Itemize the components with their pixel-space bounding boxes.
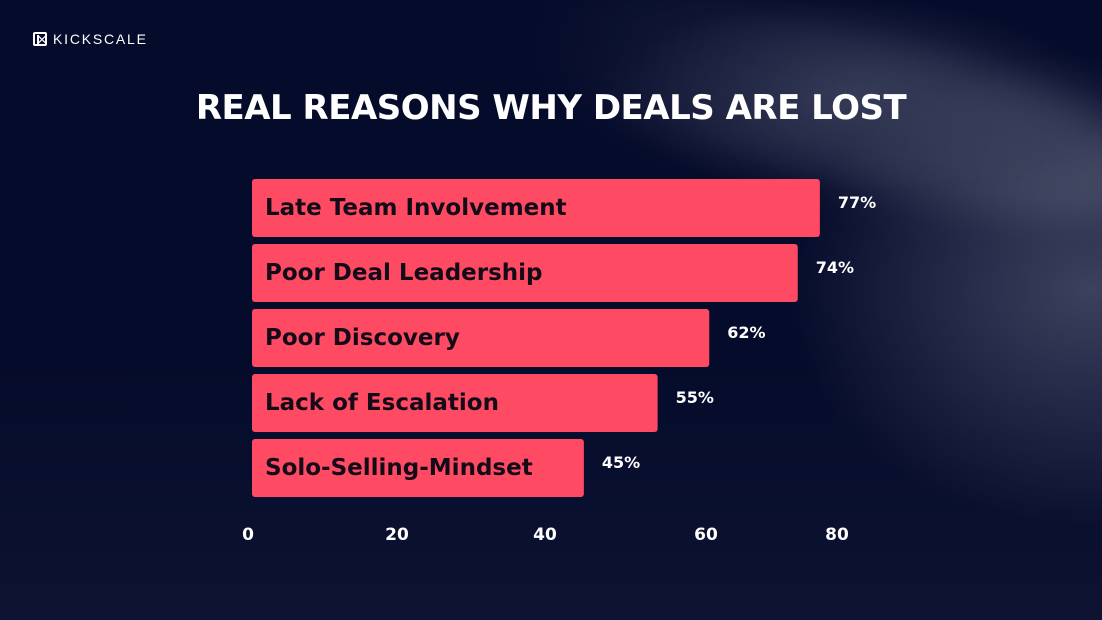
x-axis-tick-label: 20 (385, 525, 409, 545)
data-label: 55% (676, 388, 714, 407)
x-axis-tick-label: 80 (825, 525, 849, 545)
data-label: 45% (602, 453, 640, 472)
bar-label: Lack of Escalation (265, 390, 499, 416)
bar-lack-of-escalation (252, 374, 658, 432)
bar-late-team-involvement (252, 179, 820, 237)
bar-label: Solo-Selling-Mindset (265, 455, 533, 481)
bar-label: Poor Discovery (265, 325, 460, 351)
x-axis-tick-label: 0 (242, 525, 254, 545)
brand-logo: KICKSCALE (33, 31, 148, 47)
data-label: 77% (838, 193, 876, 212)
bar-label: Poor Deal Leadership (265, 260, 543, 286)
bar-label: Late Team Involvement (265, 195, 567, 221)
bar-solo-selling-mindset (252, 439, 584, 497)
x-axis-tick-label: 60 (694, 525, 718, 545)
data-label: 62% (727, 323, 765, 342)
kickscale-logo-icon (33, 32, 47, 46)
brand-name: KICKSCALE (53, 31, 148, 47)
bar-poor-discovery (252, 309, 710, 367)
bar-poor-deal-leadership (252, 244, 798, 302)
x-axis-tick-label: 40 (533, 525, 557, 545)
data-label: 74% (816, 258, 854, 277)
chart-title: REAL REASONS WHY DEALS ARE LOST (195, 88, 907, 128)
